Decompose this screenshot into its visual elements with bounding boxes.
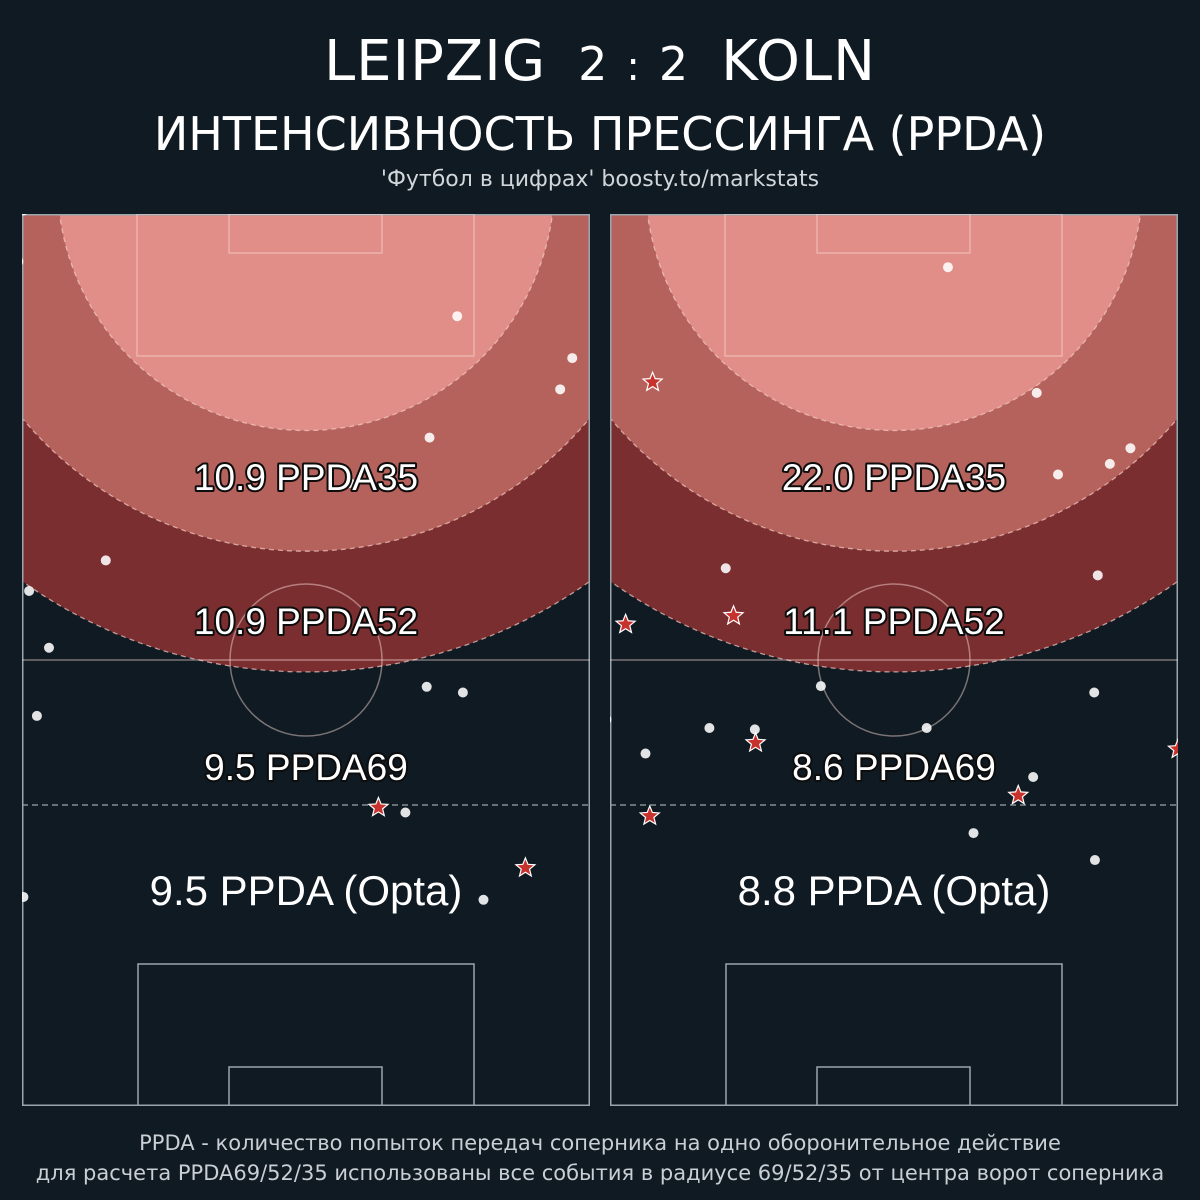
- pitch-markings: [610, 214, 1178, 1106]
- event-markers: [610, 262, 1178, 866]
- top-penalty-box: [724, 214, 1063, 357]
- zone-ppda35: [646, 214, 1142, 432]
- dot-marker: [22, 891, 29, 902]
- dot-marker: [749, 724, 760, 735]
- label-ppda69: 9.5 PPDA69: [204, 747, 408, 788]
- star-marker: [744, 731, 767, 753]
- dot-marker: [43, 642, 54, 653]
- dot-marker: [1089, 687, 1100, 698]
- label-ppda52: 11.1 PPDA52: [783, 601, 1004, 642]
- dot-marker: [1104, 458, 1115, 469]
- dot-marker: [921, 722, 932, 733]
- dot-marker: [815, 681, 826, 692]
- score-separator: :: [626, 44, 641, 90]
- label-ppda35: 22.0 PPDA35: [782, 457, 1006, 498]
- star-marker: [1166, 737, 1178, 759]
- dot-marker: [640, 748, 651, 759]
- dot-marker: [567, 353, 578, 364]
- match-title: LEIPZIG 2:2 KOLN: [0, 28, 1200, 101]
- dot-marker: [968, 828, 979, 839]
- top-penalty-box: [136, 214, 475, 357]
- chart-subtitle: ИНТЕНСИВНОСТЬ ПРЕССИНГА (PPDA): [153, 107, 1047, 161]
- event-markers: [22, 214, 578, 905]
- dot-marker: [452, 311, 463, 322]
- ppda-labels: 10.9 PPDA35 10.9 PPDA52 9.5 PPDA69 9.5 PPDA…: [150, 455, 463, 914]
- dot-marker: [942, 262, 953, 273]
- bottom-penalty-box: [725, 963, 1063, 1106]
- star-marker: [514, 856, 537, 878]
- top-six-yard-box: [816, 214, 971, 254]
- centre-circle: [229, 583, 383, 737]
- bottom-penalty-box: [137, 963, 475, 1106]
- dot-marker: [610, 715, 612, 723]
- star-marker: [367, 795, 390, 817]
- dot-marker: [1028, 771, 1039, 782]
- away-team-name: KOLN: [721, 29, 876, 94]
- pitch-chart-away: 22.0 PPDA35 11.1 PPDA52 8.6 PPDA69 8.8 PPDA…: [610, 214, 1178, 1106]
- dot-marker: [1031, 387, 1042, 398]
- ppda-zones: [610, 214, 1178, 673]
- top-six-yard-box: [228, 214, 383, 254]
- label-opta-ppda: 8.8 PPDA (Opta): [738, 867, 1051, 914]
- home-score: 2: [578, 37, 609, 91]
- credit-line: 'Футбол в цифрах' boosty.to/markstats: [380, 167, 820, 192]
- bottom-six-yard-box: [228, 1066, 383, 1106]
- home-team-name: LEIPZIG: [323, 29, 547, 94]
- pitch-markings: [22, 214, 590, 1106]
- dot-marker: [31, 710, 42, 721]
- ppda-zones: [22, 214, 590, 673]
- ppda-labels: 22.0 PPDA35 11.1 PPDA52 8.6 PPDA69 8.8 PPDA…: [738, 455, 1051, 914]
- dot-marker: [478, 894, 489, 905]
- label-ppda52: 10.9 PPDA52: [194, 601, 418, 642]
- dot-marker: [1089, 855, 1100, 866]
- star-marker: [641, 370, 664, 392]
- star-marker: [1007, 783, 1030, 805]
- label-ppda69: 8.6 PPDA69: [792, 747, 996, 788]
- footer-definition: PPDA - количество попыток передач соперн…: [139, 1131, 1061, 1155]
- dot-marker: [400, 807, 411, 818]
- dot-marker: [24, 585, 35, 596]
- dot-marker: [424, 432, 435, 443]
- star-marker: [614, 612, 637, 634]
- pitch-chart-home: 10.9 PPDA35 10.9 PPDA52 9.5 PPDA69 9.5 PPDA…: [22, 214, 590, 1106]
- dot-marker: [22, 258, 24, 266]
- dot-marker: [100, 555, 111, 566]
- star-marker: [722, 604, 745, 626]
- dot-marker: [704, 722, 715, 733]
- label-opta-ppda: 9.5 PPDA (Opta): [150, 867, 463, 914]
- away-score: 2: [658, 37, 690, 91]
- zone-ppda35: [58, 214, 554, 432]
- centre-circle: [817, 583, 971, 737]
- star-marker: [638, 804, 661, 826]
- dot-marker: [1125, 443, 1136, 454]
- dot-marker: [1092, 570, 1103, 581]
- dot-marker: [421, 681, 432, 692]
- dot-marker: [22, 214, 27, 216]
- dot-marker: [345, 478, 356, 489]
- footer: PPDA - количество попыток передач соперн…: [0, 1128, 1200, 1188]
- footer-method-note: для расчета PPDA69/52/35 использованы вс…: [35, 1161, 1165, 1185]
- dot-marker: [1053, 469, 1064, 480]
- dot-marker: [720, 563, 731, 574]
- label-ppda35: 10.9 PPDA35: [194, 457, 418, 498]
- dot-marker: [555, 384, 566, 395]
- dot-marker: [457, 687, 468, 698]
- bottom-six-yard-box: [816, 1066, 971, 1106]
